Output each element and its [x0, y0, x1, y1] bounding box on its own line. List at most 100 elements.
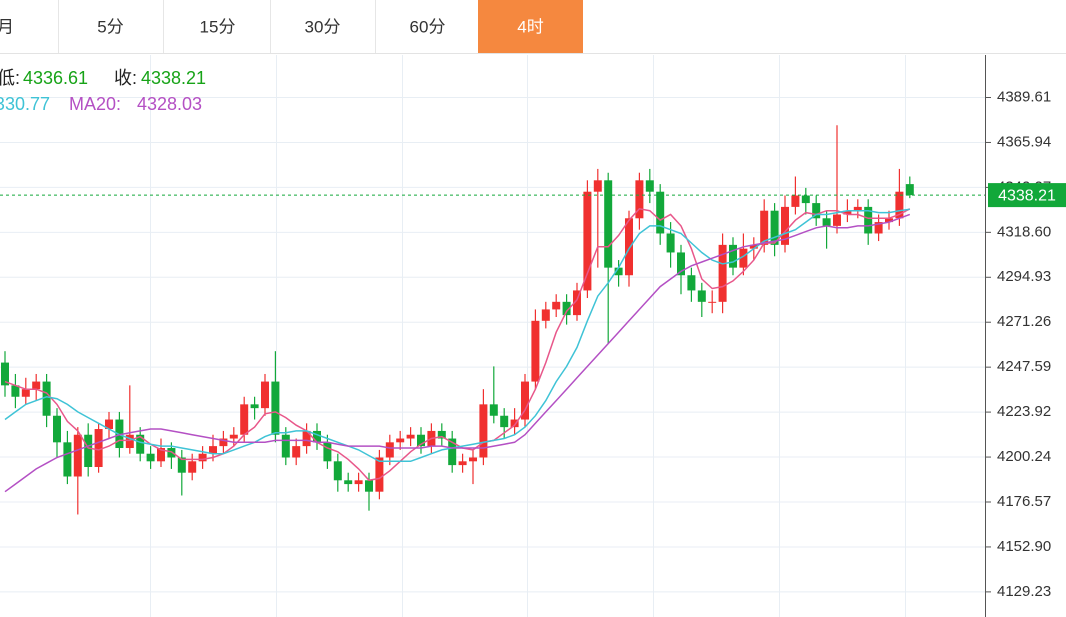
candle-body [552, 301, 561, 310]
candle-body [885, 218, 893, 223]
candle-body [781, 206, 789, 245]
candle-body [666, 233, 675, 253]
candle-body [1, 362, 9, 386]
candle-body [157, 448, 165, 462]
y-tick-label: 4294.93 [997, 268, 1051, 285]
tab-label: 5分 [97, 17, 123, 36]
candle-body [625, 218, 633, 276]
candle-body [697, 290, 706, 302]
candle-body [593, 180, 602, 192]
candle-body [32, 381, 41, 390]
candle-body [812, 203, 821, 219]
candle-body [729, 244, 737, 268]
candle-body [53, 415, 61, 443]
candle-body [167, 448, 176, 458]
candle-body [229, 434, 238, 439]
y-tick-label: 4247.59 [997, 358, 1051, 375]
info-low-value: 4336.61 [23, 68, 88, 88]
candle-body [801, 195, 810, 204]
candle-body [479, 404, 488, 458]
candle-body [125, 434, 134, 449]
candle-body [645, 180, 654, 192]
candle-body [614, 267, 623, 276]
candle-body [292, 446, 301, 458]
y-tick-label: 4365.94 [997, 133, 1051, 150]
candle-body [313, 430, 321, 443]
candle-body [864, 206, 873, 234]
candle-body [271, 381, 280, 435]
candle-body [73, 434, 82, 477]
tab-active-bg [478, 0, 583, 53]
y-tick-label: 4223.92 [997, 403, 1051, 420]
candle-body [115, 419, 124, 449]
candle-body [905, 184, 914, 196]
candle-body [521, 381, 529, 420]
tab[interactable]: 5分 [97, 0, 164, 53]
candle-body [843, 210, 852, 215]
candle-body [105, 419, 113, 430]
candle-body [94, 429, 103, 468]
candle-body [417, 434, 425, 447]
candle-body [677, 252, 685, 276]
ma20-label: MA20: [69, 94, 121, 114]
candle-body [739, 248, 748, 268]
tab[interactable]: 月 [0, 0, 59, 53]
tab-label: 15分 [200, 17, 236, 36]
candle-body [531, 320, 540, 382]
candle-body [375, 457, 384, 492]
candle-body [42, 381, 51, 416]
y-tick-label: 4200.24 [997, 448, 1051, 465]
ma-line [4, 208, 910, 463]
y-tick-label: 4176.57 [997, 493, 1051, 510]
candle-body [708, 301, 717, 303]
candle-body [344, 480, 353, 485]
candle-body [323, 442, 332, 462]
candle-body [562, 301, 571, 316]
candle-body [510, 419, 519, 428]
candle-body [198, 453, 207, 462]
info-close-label: 收: [114, 68, 137, 88]
y-tick-label: 4271.26 [997, 313, 1051, 330]
ma20-value: 4328.03 [137, 94, 202, 114]
candle-body [718, 244, 727, 302]
candle-body [219, 438, 228, 447]
candle-body [63, 442, 72, 477]
candle-body [760, 210, 769, 245]
info-close-value: 4338.21 [141, 68, 206, 88]
candle-body [853, 206, 862, 211]
candle-body [396, 438, 405, 443]
ma-line [4, 213, 911, 493]
tab[interactable]: 4时 [478, 0, 583, 53]
tab[interactable]: 15分 [200, 0, 271, 53]
candle-body [21, 389, 30, 397]
candle-body [261, 381, 269, 409]
candle-body [333, 461, 342, 481]
candle-body [302, 430, 311, 447]
candle-body [250, 404, 259, 409]
candle-body [791, 195, 800, 207]
y-tick-label: 4318.60 [997, 223, 1051, 240]
candle-body [895, 191, 904, 219]
tab-label: 60分 [410, 17, 446, 36]
y-tick-label: 4129.23 [997, 583, 1051, 600]
candle-body [458, 461, 467, 466]
candle-body [770, 210, 779, 245]
tab-label: 30分 [305, 17, 341, 36]
tab[interactable]: 30分 [305, 0, 376, 53]
ma-line [4, 207, 911, 482]
y-tick-label: 4389.61 [997, 88, 1051, 105]
current-price-box [988, 183, 1066, 208]
ma10-value: 4330.77 [0, 94, 50, 114]
candle-body [687, 275, 696, 291]
candle-body [833, 214, 841, 226]
candle-body [500, 415, 509, 428]
candle-body [469, 457, 477, 462]
candle-body [209, 446, 217, 454]
candle-body [177, 457, 186, 473]
candle-body [365, 480, 373, 492]
candle-body [656, 191, 665, 234]
tab-label: 4时 [517, 17, 543, 36]
candle-body [385, 442, 394, 458]
